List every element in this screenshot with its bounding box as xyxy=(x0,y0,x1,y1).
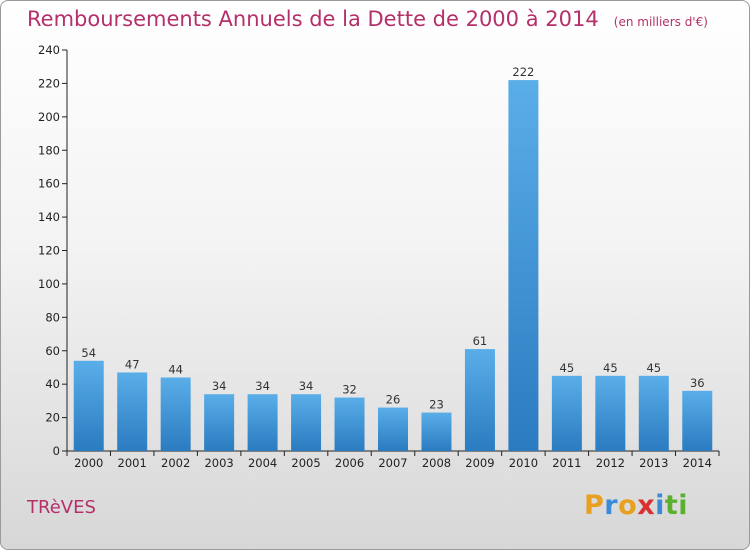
x-tick-label: 2007 xyxy=(378,456,407,470)
data-label: 34 xyxy=(299,379,314,393)
x-tick-label: 2012 xyxy=(596,456,625,470)
y-tick-label: 80 xyxy=(45,310,60,324)
data-label: 54 xyxy=(81,346,96,360)
data-label: 32 xyxy=(342,383,357,397)
logo-letter: i xyxy=(655,490,665,521)
bar xyxy=(117,372,148,451)
data-label: 26 xyxy=(386,393,401,407)
x-tick-label: 2009 xyxy=(465,456,494,470)
data-label: 23 xyxy=(429,398,444,412)
data-label: 44 xyxy=(168,362,183,376)
bar xyxy=(421,412,452,451)
bar xyxy=(638,375,669,451)
x-tick-label: 2013 xyxy=(639,456,668,470)
x-tick-label: 2003 xyxy=(204,456,233,470)
chart-unit: (en milliers d'€) xyxy=(613,15,708,29)
y-tick-label: 140 xyxy=(38,210,60,224)
data-label: 47 xyxy=(125,357,140,371)
logo-letter: r xyxy=(604,490,619,521)
x-tick-label: 2004 xyxy=(248,456,277,470)
x-tick-label: 2006 xyxy=(335,456,364,470)
data-label: 45 xyxy=(560,361,575,375)
y-tick-label: 20 xyxy=(45,411,60,425)
x-tick-label: 2000 xyxy=(74,456,103,470)
y-tick-label: 220 xyxy=(38,76,60,90)
bars xyxy=(73,80,713,451)
y-tick-label: 240 xyxy=(38,43,60,57)
x-tick-label: 2005 xyxy=(291,456,320,470)
bar xyxy=(378,407,408,451)
data-label: 61 xyxy=(473,334,488,348)
bar xyxy=(682,390,713,451)
data-label: 222 xyxy=(512,65,534,79)
y-tick-label: 0 xyxy=(53,444,60,458)
y-tick-label: 180 xyxy=(38,143,60,157)
data-label: 34 xyxy=(212,379,227,393)
commune-name: TRèVES xyxy=(27,497,96,518)
labels: 0 20 40 60 80 100 120 140 160 180 200 220 240 2000 54 2… xyxy=(38,43,712,470)
logo-letter: x xyxy=(637,490,656,521)
logo-letter: t xyxy=(664,490,679,521)
title-row: Remboursements Annuels de la Dette de 20… xyxy=(27,7,708,31)
x-tick-label: 2002 xyxy=(161,456,190,470)
bar xyxy=(204,394,235,451)
logo-letter: i xyxy=(678,490,689,521)
x-tick-label: 2014 xyxy=(683,456,712,470)
bar xyxy=(551,375,582,451)
y-tick-label: 200 xyxy=(38,110,60,124)
bar xyxy=(291,394,322,451)
bar xyxy=(247,394,278,451)
data-label: 36 xyxy=(690,376,705,390)
y-tick-label: 160 xyxy=(38,177,60,191)
bar xyxy=(508,80,539,451)
data-label: 45 xyxy=(603,361,618,375)
bar xyxy=(73,360,104,451)
data-label: 34 xyxy=(255,379,270,393)
data-label: 45 xyxy=(646,361,661,375)
y-tick-label: 100 xyxy=(38,277,60,291)
x-tick-label: 2011 xyxy=(552,456,581,470)
bar xyxy=(334,397,365,451)
logo-letter: P xyxy=(584,490,605,521)
proxiti-logo: Proxiti xyxy=(584,490,688,521)
y-tick-label: 40 xyxy=(45,377,60,391)
logo-letter: o xyxy=(618,490,638,521)
y-tick-label: 60 xyxy=(45,344,60,358)
bar xyxy=(160,377,191,451)
x-tick-label: 2008 xyxy=(422,456,451,470)
y-tick-label: 120 xyxy=(38,244,60,258)
bar xyxy=(464,349,495,451)
bar xyxy=(595,375,626,451)
x-tick-label: 2010 xyxy=(509,456,538,470)
x-tick-label: 2001 xyxy=(118,456,147,470)
chart-title: Remboursements Annuels de la Dette de 20… xyxy=(27,7,599,31)
